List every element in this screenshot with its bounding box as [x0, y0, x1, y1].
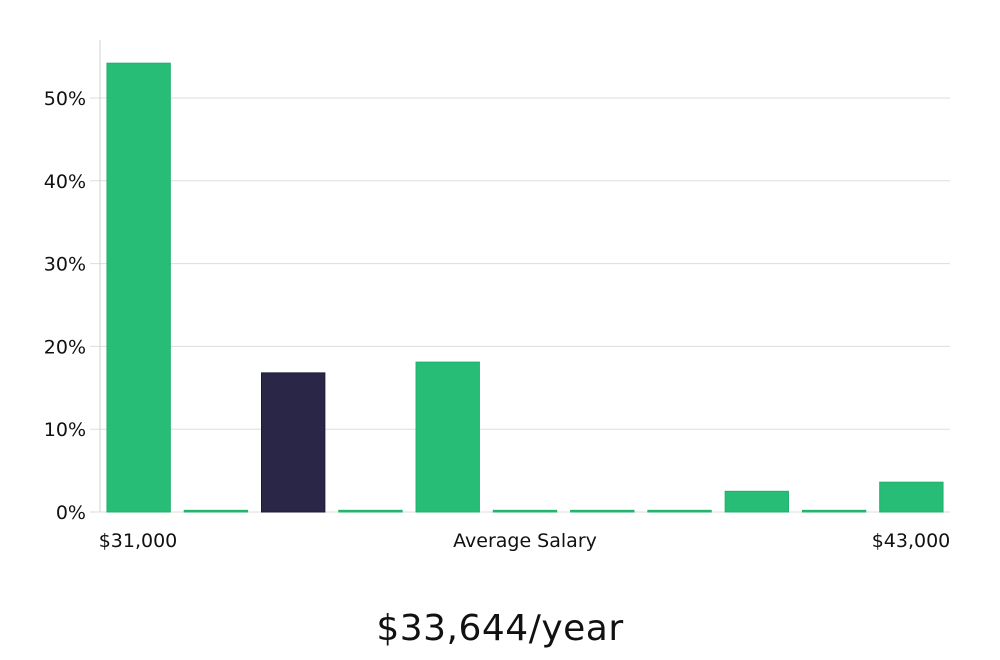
y-tick-label: 0%	[56, 502, 86, 524]
y-tick-label: 50%	[44, 88, 86, 110]
bar	[106, 62, 171, 513]
bar	[801, 509, 867, 513]
grid-lines	[90, 97, 950, 513]
bar	[338, 509, 403, 513]
bar	[570, 509, 635, 513]
bar	[183, 509, 249, 513]
bars	[106, 62, 944, 513]
y-axis-ticks: 0% 10% 20% 30% 40% 50%	[44, 88, 86, 524]
x-axis-max-label: $43,000	[872, 530, 951, 552]
x-axis-min-label: $31,000	[99, 530, 178, 552]
y-tick-label: 20%	[44, 336, 86, 358]
bar	[647, 509, 712, 513]
y-tick-label: 10%	[44, 419, 86, 441]
bar	[492, 509, 558, 513]
y-tick-label: 40%	[44, 171, 86, 193]
average-salary-headline: $33,644/year	[376, 608, 624, 649]
x-axis-title: Average Salary	[453, 530, 597, 552]
bar	[879, 481, 944, 513]
salary-histogram: 0% 10% 20% 30% 40% 50% $31,000 Average Salary…	[44, 40, 951, 552]
y-tick-label: 30%	[44, 254, 86, 276]
highlighted-bar	[261, 372, 326, 513]
bar	[724, 490, 789, 513]
bar	[415, 361, 480, 513]
